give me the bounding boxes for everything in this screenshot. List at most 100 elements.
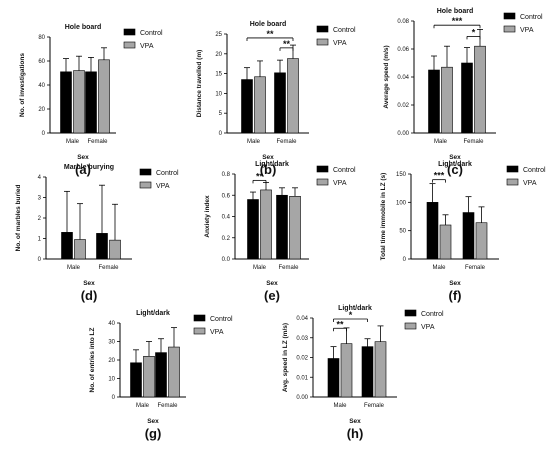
legend-swatch-vpa [139,181,152,189]
x-tick-label: Female [98,265,119,271]
significance-stars: *** [434,171,445,181]
significance-stars: *** [452,16,463,26]
panel-label: (b) [260,162,277,177]
legend-swatch-vpa [123,41,136,49]
y-tick-label: 0.00 [397,131,409,137]
legend-swatch-vpa [193,327,206,335]
legend-label-vpa: VPA [140,43,154,50]
bar-vpa-male [74,239,86,260]
y-tick-label: 0 [403,257,407,263]
x-tick-label: Female [87,139,108,145]
chart-title: Hole board [437,8,474,15]
y-tick-label: 0.03 [296,336,308,342]
y-axis-label: No. of marbles buried [15,185,22,252]
legend-swatch-vpa [316,178,329,186]
legend-swatch-vpa [506,178,519,186]
bar-vpa-male [143,355,155,398]
x-axis-label: Sex [349,418,361,425]
chart-title: Hole board [65,24,102,31]
legend-label-control: Control [520,14,543,21]
chart-title: Light/dark [438,161,472,168]
bar-control-female [85,71,97,134]
x-tick-label: Female [364,403,385,409]
x-axis-label: Sex [266,280,278,287]
bar-vpa-male [254,76,266,134]
legend-label-control: Control [156,170,179,177]
y-axis-label: Distance travelled (m) [196,50,203,118]
chart-a: 0 20 40 60 80 Male Female Hole board No. of inve… [19,24,163,177]
y-tick-label: 0.0 [222,257,231,263]
x-tick-label: Female [465,265,486,271]
y-tick-label: 0.00 [296,395,308,401]
y-tick-label: 20 [38,107,45,113]
bar-control-female [155,352,167,398]
legend-swatch-vpa [503,25,516,33]
y-tick-label: 20 [215,52,222,58]
legend-swatch-control [316,25,329,33]
x-tick-label: Male [253,265,267,271]
x-axis-label: Sex [147,418,159,425]
bar-control-male [61,232,73,260]
legend-swatch-control [139,168,152,176]
y-tick-label: 10 [108,377,115,383]
y-axis-label: No. of entries into LZ [89,327,96,392]
panel-label: (a) [75,162,91,177]
legend-swatch-vpa [404,322,417,330]
legend-swatch-control [193,314,206,322]
bar-control-male [241,79,253,134]
legend-label-control: Control [140,30,163,37]
x-tick-label: Female [463,139,484,145]
legend-swatch-control [503,12,516,20]
chart-f: 0 50 100 150 Male Female *** Light/dark Total ti… [380,161,546,303]
y-axis-label: Anxiety index [204,195,211,238]
y-tick-label: 0.02 [397,103,409,109]
y-tick-label: 60 [38,59,45,65]
significance-stars: ** [336,319,344,329]
y-axis-label: No. of investigations [19,53,26,117]
chart-title: Light/dark [338,305,372,312]
significance-stars: ** [256,171,264,181]
y-axis-label: Average speed (m/s) [383,45,390,108]
bar-control-male [426,202,439,260]
bar-vpa-male [441,66,453,134]
y-tick-label: 150 [396,172,407,178]
legend-label-vpa: VPA [421,324,435,331]
chart-g: 0 10 20 30 40 Male Female Light/dark No. of entr… [89,310,233,441]
panel-label: (g) [145,426,162,441]
x-axis-label: Sex [77,154,89,161]
panel-label: (c) [447,162,463,177]
y-axis-label: Avg. speed in LZ (m/s) [282,323,289,392]
legend-label-vpa: VPA [156,183,170,190]
bar-vpa-female [109,239,121,260]
y-tick-label: 0.06 [397,47,409,53]
chart-title: Hole board [250,21,287,28]
y-tick-label: 4 [38,175,42,181]
x-tick-label: Male [136,403,150,409]
y-tick-label: 40 [38,83,45,89]
y-tick-label: 100 [396,200,407,206]
y-tick-label: 0.04 [397,75,409,81]
legend-label-vpa: VPA [520,27,534,34]
x-axis-label: Sex [83,280,95,287]
chart-e: 0.0 0.2 0.4 0.6 0.8 Male Female ** Light/dark Anx… [204,161,356,303]
y-tick-label: 0.04 [296,316,308,322]
bar-control-female [274,72,286,134]
y-tick-label: 2 [38,216,42,222]
y-tick-label: 50 [399,229,406,235]
y-tick-label: 0 [38,257,42,263]
legend-label-control: Control [333,27,356,34]
x-tick-label: Male [432,265,446,271]
y-tick-label: 0 [42,131,46,137]
bar-vpa-female [289,196,301,260]
significance-stars: ** [266,29,274,39]
y-tick-label: 0.02 [296,356,308,362]
y-tick-label: 25 [215,32,222,38]
x-tick-label: Male [67,265,81,271]
x-tick-label: Male [434,139,448,145]
y-tick-label: 10 [215,91,222,97]
chart-d: 0 1 2 3 4 Male Female Marble burying No. of marb… [15,164,179,303]
y-tick-label: 30 [108,340,115,346]
bar-control-male [60,71,72,134]
y-tick-label: 80 [38,35,45,41]
